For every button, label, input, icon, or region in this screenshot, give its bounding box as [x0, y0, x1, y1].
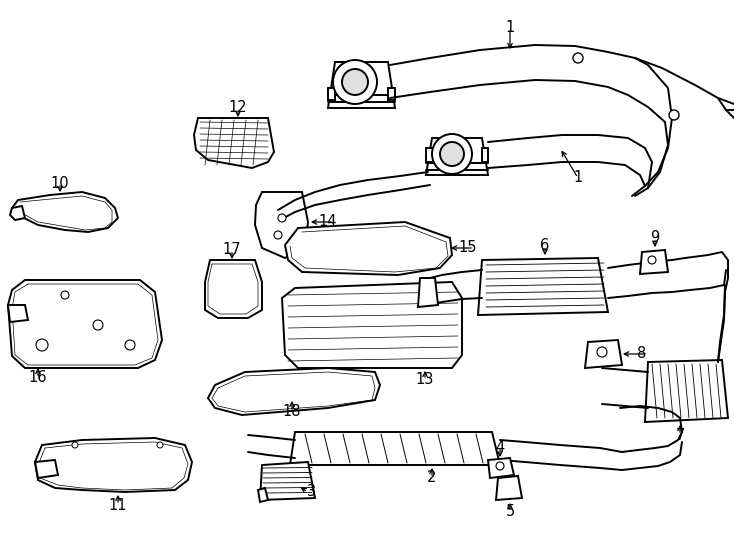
Polygon shape [35, 460, 58, 478]
Text: 5: 5 [506, 504, 515, 519]
Polygon shape [290, 432, 500, 465]
Polygon shape [208, 368, 380, 415]
Circle shape [432, 134, 472, 174]
Polygon shape [205, 260, 262, 318]
Polygon shape [255, 192, 308, 258]
Circle shape [333, 60, 377, 104]
Text: 11: 11 [109, 497, 127, 512]
Polygon shape [260, 462, 315, 500]
Polygon shape [8, 305, 28, 322]
Polygon shape [426, 138, 488, 175]
Polygon shape [645, 360, 728, 422]
Text: 9: 9 [650, 231, 660, 246]
Text: 8: 8 [637, 347, 647, 361]
Circle shape [573, 53, 583, 63]
Circle shape [125, 340, 135, 350]
Polygon shape [482, 148, 488, 162]
Text: 3: 3 [308, 484, 316, 500]
Polygon shape [418, 278, 438, 307]
Text: 2: 2 [427, 470, 437, 485]
Text: 12: 12 [229, 100, 247, 116]
Text: 14: 14 [319, 214, 337, 230]
Polygon shape [426, 148, 433, 162]
Polygon shape [488, 458, 514, 478]
Circle shape [496, 462, 504, 470]
Polygon shape [585, 340, 622, 368]
Polygon shape [8, 280, 162, 368]
Polygon shape [35, 438, 192, 492]
Circle shape [72, 442, 78, 448]
Text: 7: 7 [675, 428, 685, 442]
Circle shape [597, 347, 607, 357]
Text: 17: 17 [222, 242, 241, 258]
Polygon shape [12, 192, 118, 232]
Polygon shape [194, 118, 274, 168]
Text: 6: 6 [540, 239, 550, 253]
Polygon shape [328, 62, 395, 108]
Text: 1: 1 [506, 21, 515, 36]
Circle shape [440, 142, 464, 166]
Circle shape [278, 214, 286, 222]
Circle shape [648, 256, 656, 264]
Text: 10: 10 [51, 176, 69, 191]
Polygon shape [496, 476, 522, 500]
Polygon shape [285, 222, 452, 275]
Circle shape [274, 231, 282, 239]
Circle shape [93, 320, 103, 330]
Text: 4: 4 [495, 440, 505, 455]
Text: 1: 1 [573, 171, 583, 186]
Circle shape [669, 110, 679, 120]
Polygon shape [282, 282, 462, 368]
Circle shape [61, 291, 69, 299]
Text: 16: 16 [29, 370, 47, 386]
Polygon shape [478, 258, 608, 315]
Polygon shape [258, 488, 268, 502]
Polygon shape [388, 88, 395, 100]
Circle shape [157, 442, 163, 448]
Polygon shape [328, 88, 335, 100]
Text: 13: 13 [416, 373, 435, 388]
Polygon shape [10, 206, 25, 220]
Circle shape [36, 339, 48, 351]
Text: 18: 18 [283, 404, 301, 420]
Polygon shape [640, 250, 668, 274]
Circle shape [342, 69, 368, 95]
Text: 15: 15 [459, 240, 477, 255]
